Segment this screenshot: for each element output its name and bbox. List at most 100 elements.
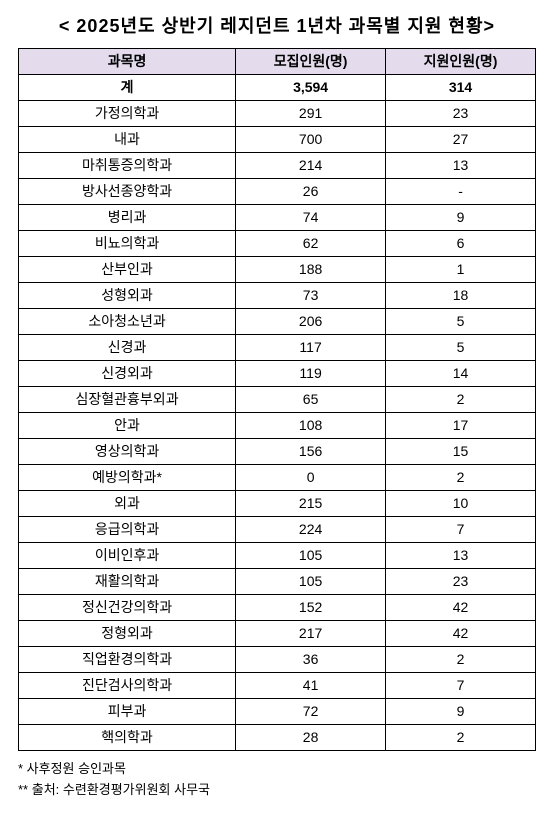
cell-dept: 예방의학과* [19, 465, 236, 491]
cell-dept: 신경과 [19, 335, 236, 361]
cell-dept: 외과 [19, 491, 236, 517]
total-recruit: 3,594 [236, 75, 386, 101]
footnotes: * 사후정원 승인과목 ** 출처: 수련환경평가위원회 사무국 [18, 759, 536, 801]
cell-recruit: 26 [236, 179, 386, 205]
cell-apply: 6 [386, 231, 536, 257]
cell-recruit: 700 [236, 127, 386, 153]
cell-recruit: 224 [236, 517, 386, 543]
cell-dept: 병리과 [19, 205, 236, 231]
cell-apply: 2 [386, 387, 536, 413]
cell-apply: 2 [386, 725, 536, 751]
table-row: 가정의학과29123 [19, 101, 536, 127]
cell-apply: 1 [386, 257, 536, 283]
table-row: 직업환경의학과362 [19, 647, 536, 673]
cell-recruit: 206 [236, 309, 386, 335]
cell-dept: 소아청소년과 [19, 309, 236, 335]
table-row: 신경과1175 [19, 335, 536, 361]
cell-recruit: 156 [236, 439, 386, 465]
cell-recruit: 108 [236, 413, 386, 439]
cell-dept: 재활의학과 [19, 569, 236, 595]
cell-dept: 방사선종양학과 [19, 179, 236, 205]
table-row: 피부과729 [19, 699, 536, 725]
cell-apply: 23 [386, 569, 536, 595]
table-row: 병리과749 [19, 205, 536, 231]
table-row: 정형외과21742 [19, 621, 536, 647]
col-header-dept: 과목명 [19, 49, 236, 75]
cell-dept: 정신건강의학과 [19, 595, 236, 621]
cell-dept: 안과 [19, 413, 236, 439]
table-row: 진단검사의학과417 [19, 673, 536, 699]
cell-apply: 9 [386, 699, 536, 725]
total-label: 계 [19, 75, 236, 101]
cell-recruit: 62 [236, 231, 386, 257]
cell-recruit: 215 [236, 491, 386, 517]
cell-apply: 42 [386, 595, 536, 621]
cell-apply: 13 [386, 153, 536, 179]
table-row: 외과21510 [19, 491, 536, 517]
cell-recruit: 41 [236, 673, 386, 699]
cell-recruit: 188 [236, 257, 386, 283]
cell-apply: 5 [386, 335, 536, 361]
cell-apply: 10 [386, 491, 536, 517]
cell-dept: 신경외과 [19, 361, 236, 387]
table-row: 핵의학과282 [19, 725, 536, 751]
total-row: 계 3,594 314 [19, 75, 536, 101]
cell-dept: 진단검사의학과 [19, 673, 236, 699]
cell-dept: 피부과 [19, 699, 236, 725]
table-row: 산부인과1881 [19, 257, 536, 283]
cell-recruit: 73 [236, 283, 386, 309]
cell-dept: 마취통증의학과 [19, 153, 236, 179]
cell-apply: 14 [386, 361, 536, 387]
cell-apply: 42 [386, 621, 536, 647]
table-row: 안과10817 [19, 413, 536, 439]
table-row: 소아청소년과2065 [19, 309, 536, 335]
table-row: 영상의학과15615 [19, 439, 536, 465]
footnote-1: * 사후정원 승인과목 [18, 759, 536, 780]
table-row: 내과70027 [19, 127, 536, 153]
table-row: 마취통증의학과21413 [19, 153, 536, 179]
table-row: 이비인후과10513 [19, 543, 536, 569]
table-row: 심장혈관흉부외과652 [19, 387, 536, 413]
col-header-apply: 지원인원(명) [386, 49, 536, 75]
table-header: 과목명 모집인원(명) 지원인원(명) [19, 49, 536, 75]
cell-recruit: 28 [236, 725, 386, 751]
cell-recruit: 105 [236, 543, 386, 569]
cell-dept: 가정의학과 [19, 101, 236, 127]
cell-apply: 5 [386, 309, 536, 335]
cell-dept: 핵의학과 [19, 725, 236, 751]
cell-apply: 27 [386, 127, 536, 153]
cell-apply: 7 [386, 673, 536, 699]
cell-recruit: 214 [236, 153, 386, 179]
page-title: < 2025년도 상반기 레지던트 1년차 과목별 지원 현황> [18, 12, 536, 38]
total-apply: 314 [386, 75, 536, 101]
cell-recruit: 217 [236, 621, 386, 647]
cell-dept: 이비인후과 [19, 543, 236, 569]
cell-dept: 성형외과 [19, 283, 236, 309]
cell-dept: 심장혈관흉부외과 [19, 387, 236, 413]
cell-apply: - [386, 179, 536, 205]
cell-apply: 2 [386, 465, 536, 491]
cell-recruit: 291 [236, 101, 386, 127]
footnote-2: ** 출처: 수련환경평가위원회 사무국 [18, 780, 536, 801]
cell-dept: 직업환경의학과 [19, 647, 236, 673]
cell-dept: 산부인과 [19, 257, 236, 283]
cell-recruit: 117 [236, 335, 386, 361]
table-row: 비뇨의학과626 [19, 231, 536, 257]
table-row: 정신건강의학과15242 [19, 595, 536, 621]
cell-apply: 9 [386, 205, 536, 231]
cell-recruit: 65 [236, 387, 386, 413]
cell-apply: 18 [386, 283, 536, 309]
cell-dept: 내과 [19, 127, 236, 153]
cell-recruit: 36 [236, 647, 386, 673]
table-row: 응급의학과2247 [19, 517, 536, 543]
cell-dept: 영상의학과 [19, 439, 236, 465]
cell-recruit: 152 [236, 595, 386, 621]
table-body: 계 3,594 314 가정의학과29123내과70027마취통증의학과2141… [19, 75, 536, 751]
cell-apply: 23 [386, 101, 536, 127]
cell-apply: 15 [386, 439, 536, 465]
cell-recruit: 74 [236, 205, 386, 231]
table-row: 신경외과11914 [19, 361, 536, 387]
cell-apply: 17 [386, 413, 536, 439]
cell-apply: 7 [386, 517, 536, 543]
cell-recruit: 0 [236, 465, 386, 491]
